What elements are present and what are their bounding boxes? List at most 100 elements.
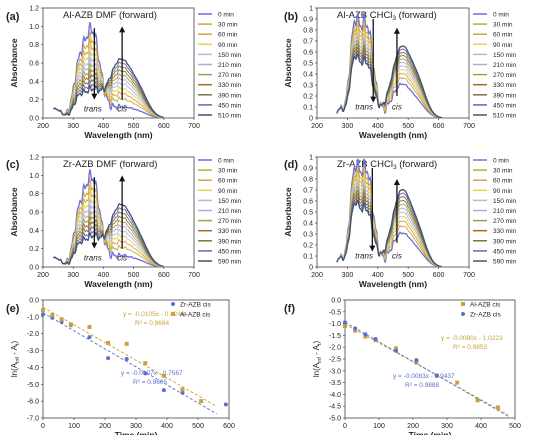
panel-label: (e) [6,303,20,315]
arrow-head [393,179,400,185]
data-point [161,388,166,393]
y-tick-label: 0.7 [303,188,313,195]
y-tick-label: 1 [309,6,313,13]
y-tick-label: -1.0 [27,314,39,321]
y-tick-label: -5.0 [27,382,39,389]
arrow-head [369,245,376,252]
x-tick-label: 500 [128,272,140,279]
y-tick-label: -4.5 [329,404,341,411]
series-line [336,188,443,268]
annotation: trans [84,104,102,113]
x-tick-label: 200 [311,272,323,279]
x-tick-label: 200 [37,272,49,279]
y-tick-label: 0.8 [303,177,313,184]
annotation: cis [117,253,127,262]
series-line [336,32,442,119]
y-tick-label: 0.4 [29,228,39,235]
legend-label: 90 min [493,42,513,49]
y-tick-label: 0 [309,116,313,123]
x-tick-label: 0 [41,423,45,430]
data-point [124,341,129,346]
chart-title: Zr-AZB DMF (forward) [63,159,157,170]
y-label-subscript: inf [317,357,323,363]
data-point [41,308,45,313]
y-tick-label: 0.2 [29,97,39,104]
x-tick-label: 500 [192,423,204,430]
y-axis-label: Absorbance [283,187,293,236]
x-tick-label: 500 [128,123,140,130]
y-tick-label: 1 [309,155,313,162]
legend-label: 390 min [218,92,242,99]
y-tick-label: 0.2 [303,94,313,101]
y-tick-label: -3.0 [27,348,39,355]
legend: Zr-AZB cis Al-AZB cis [171,301,211,318]
y-label-subscript: inf [15,357,21,363]
panel-label: (d) [284,159,298,171]
y-tick-label: 1.2 [29,155,39,162]
y-tick-label: -2.0 [27,331,39,338]
legend-label: 150 min [218,198,242,205]
annotation: trans [355,102,373,111]
y-tick-label: 0.6 [303,50,313,57]
data-point [124,357,129,361]
panel-label: (c) [6,159,20,171]
legend-label: 510 min [493,113,517,120]
fit-r2: R² = 0.9605 [133,379,168,386]
legend-label: 210 min [493,62,517,69]
y-tick-label: -3.0 [329,368,341,375]
x-tick-label: 400 [372,272,384,279]
data-point [143,361,148,366]
data-point [87,335,92,340]
legend-label: 90 min [493,188,513,195]
x-tick-label: 300 [130,423,142,430]
legend-label: 150 min [493,198,517,205]
y-label-part: ) [10,341,19,344]
data-point [59,317,64,322]
legend-label: Zr-AZB cis [470,311,501,318]
data-point [394,348,398,353]
series-line [336,178,442,268]
arrow-head [370,96,377,103]
fit-r2: R² = 0.9853 [453,344,488,351]
arrow-head [119,26,126,33]
y-tick-label: 1.0 [29,173,39,180]
legend-label: 150 min [218,52,242,59]
legend-label: 0 min [493,158,509,165]
y-tick-label: 0.9 [303,17,313,24]
x-axis-label: Wavelength (nm) [359,130,427,140]
fit-line [344,321,509,417]
legend-label: Al-AZB cis [470,301,501,308]
title-tail: (forward) [116,10,157,21]
legend: 0 min 30 min 60 min 90 min 150 min 210 min 270… [473,12,517,120]
legend-label: 0 min [218,158,234,165]
legend-label: 330 min [218,82,242,89]
y-tick-label: 0.6 [29,210,39,217]
y-tick-label: -5.0 [329,416,341,423]
legend-label: 90 min [218,188,238,195]
legend-marker [461,312,465,316]
y-tick-label: 0.8 [29,191,39,198]
panel-e: (e) -7.0 -6.0 -5.0 -4.0 -3.0 -2.0 -1.0 0.0 0 100 20… [6,298,235,435]
y-label-part: ln(A [312,362,321,377]
y-tick-label: 0.1 [303,105,313,112]
annotation: trans [355,251,373,260]
data-point [161,373,166,378]
panel-c: (c) 0.0 0.2 0.4 0.6 0.8 1.0 1.2 200 300 400 500 600 7… [6,155,242,290]
series-line [336,182,442,268]
data-point [343,323,347,328]
y-tick-label: 0.2 [29,246,39,253]
legend-label: 270 min [493,72,517,79]
y-tick-label: 1.0 [29,24,39,31]
series-line [336,12,442,119]
data-point [434,373,439,378]
arrow-head [119,175,126,182]
data-point [180,387,185,392]
data-point [68,322,73,327]
x-tick-label: 500 [509,423,521,430]
x-tick-label: 400 [98,272,110,279]
legend-label: 390 min [218,238,242,245]
data-point [343,320,347,325]
x-tick-label: 700 [463,272,475,279]
x-axis-label: Wavelength (nm) [359,279,427,289]
legend-label: 30 min [493,22,513,29]
